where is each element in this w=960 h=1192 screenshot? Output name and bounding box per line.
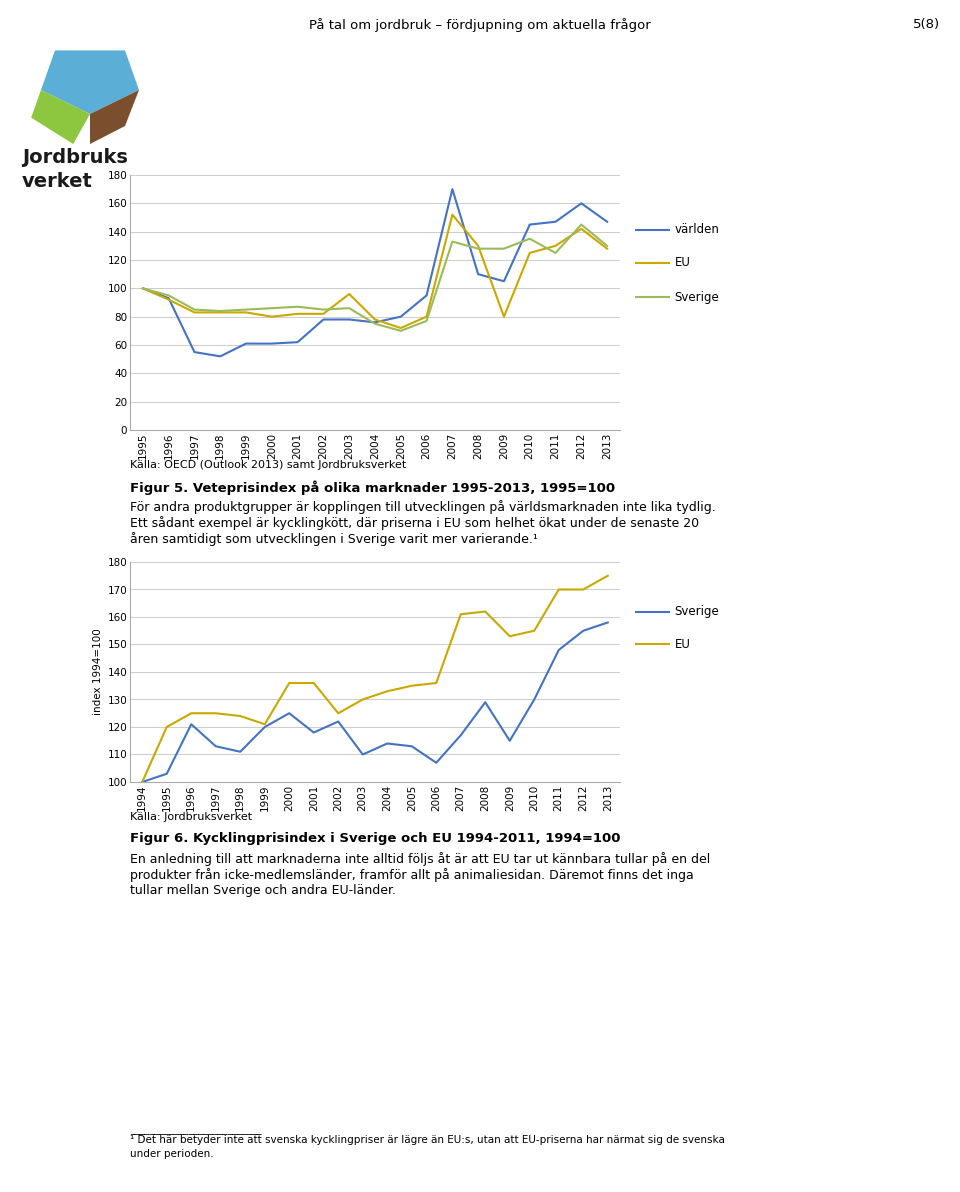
Text: Figur 6. Kycklingprisindex i Sverige och EU 1994-2011, 1994=100: Figur 6. Kycklingprisindex i Sverige och… [130,832,620,845]
Text: tullar mellan Sverige och andra EU-länder.: tullar mellan Sverige och andra EU-lände… [130,884,396,898]
Text: ___________________________: ___________________________ [130,1125,262,1135]
Text: Sverige: Sverige [675,606,719,619]
Text: En anledning till att marknaderna inte alltid följs åt är att EU tar ut kännbara: En anledning till att marknaderna inte a… [130,852,710,865]
Text: världen: världen [675,223,719,236]
Text: Sverige: Sverige [675,291,719,304]
Text: Jordbruks: Jordbruks [22,148,128,167]
Text: produkter från icke-medlemsländer, framför allt på animaliesidan. Däremot finns : produkter från icke-medlemsländer, framf… [130,868,694,882]
Text: 5(8): 5(8) [913,18,940,31]
Text: åren samtidigt som utvecklingen i Sverige varit mer varierande.¹: åren samtidigt som utvecklingen i Sverig… [130,532,538,546]
Polygon shape [31,91,90,144]
Text: verket: verket [22,172,93,191]
Text: Källa: Jordbruksverket: Källa: Jordbruksverket [130,812,252,822]
Text: EU: EU [675,256,690,269]
Polygon shape [41,50,139,114]
Polygon shape [90,91,139,144]
Text: Figur 5. Veteprisindex på olika marknader 1995-2013, 1995=100: Figur 5. Veteprisindex på olika marknade… [130,480,615,495]
Text: EU: EU [675,638,690,651]
Y-axis label: index 1994=100: index 1994=100 [93,628,104,715]
Text: under perioden.: under perioden. [130,1149,214,1159]
Text: ¹ Det här betyder inte att svenska kycklingpriser är lägre än EU:s, utan att EU-: ¹ Det här betyder inte att svenska kyckl… [130,1135,725,1146]
Text: Källa: OECD (Outlook 2013) samt Jordbruksverket: Källa: OECD (Outlook 2013) samt Jordbruk… [130,460,406,470]
Text: För andra produktgrupper är kopplingen till utvecklingen på världsmarknaden inte: För andra produktgrupper är kopplingen t… [130,499,716,514]
Text: Ett sådant exempel är kycklingkött, där priserna i EU som helhet ökat under de s: Ett sådant exempel är kycklingkött, där … [130,516,699,530]
Text: På tal om jordbruk – fördjupning om aktuella frågor: På tal om jordbruk – fördjupning om aktu… [309,18,651,32]
